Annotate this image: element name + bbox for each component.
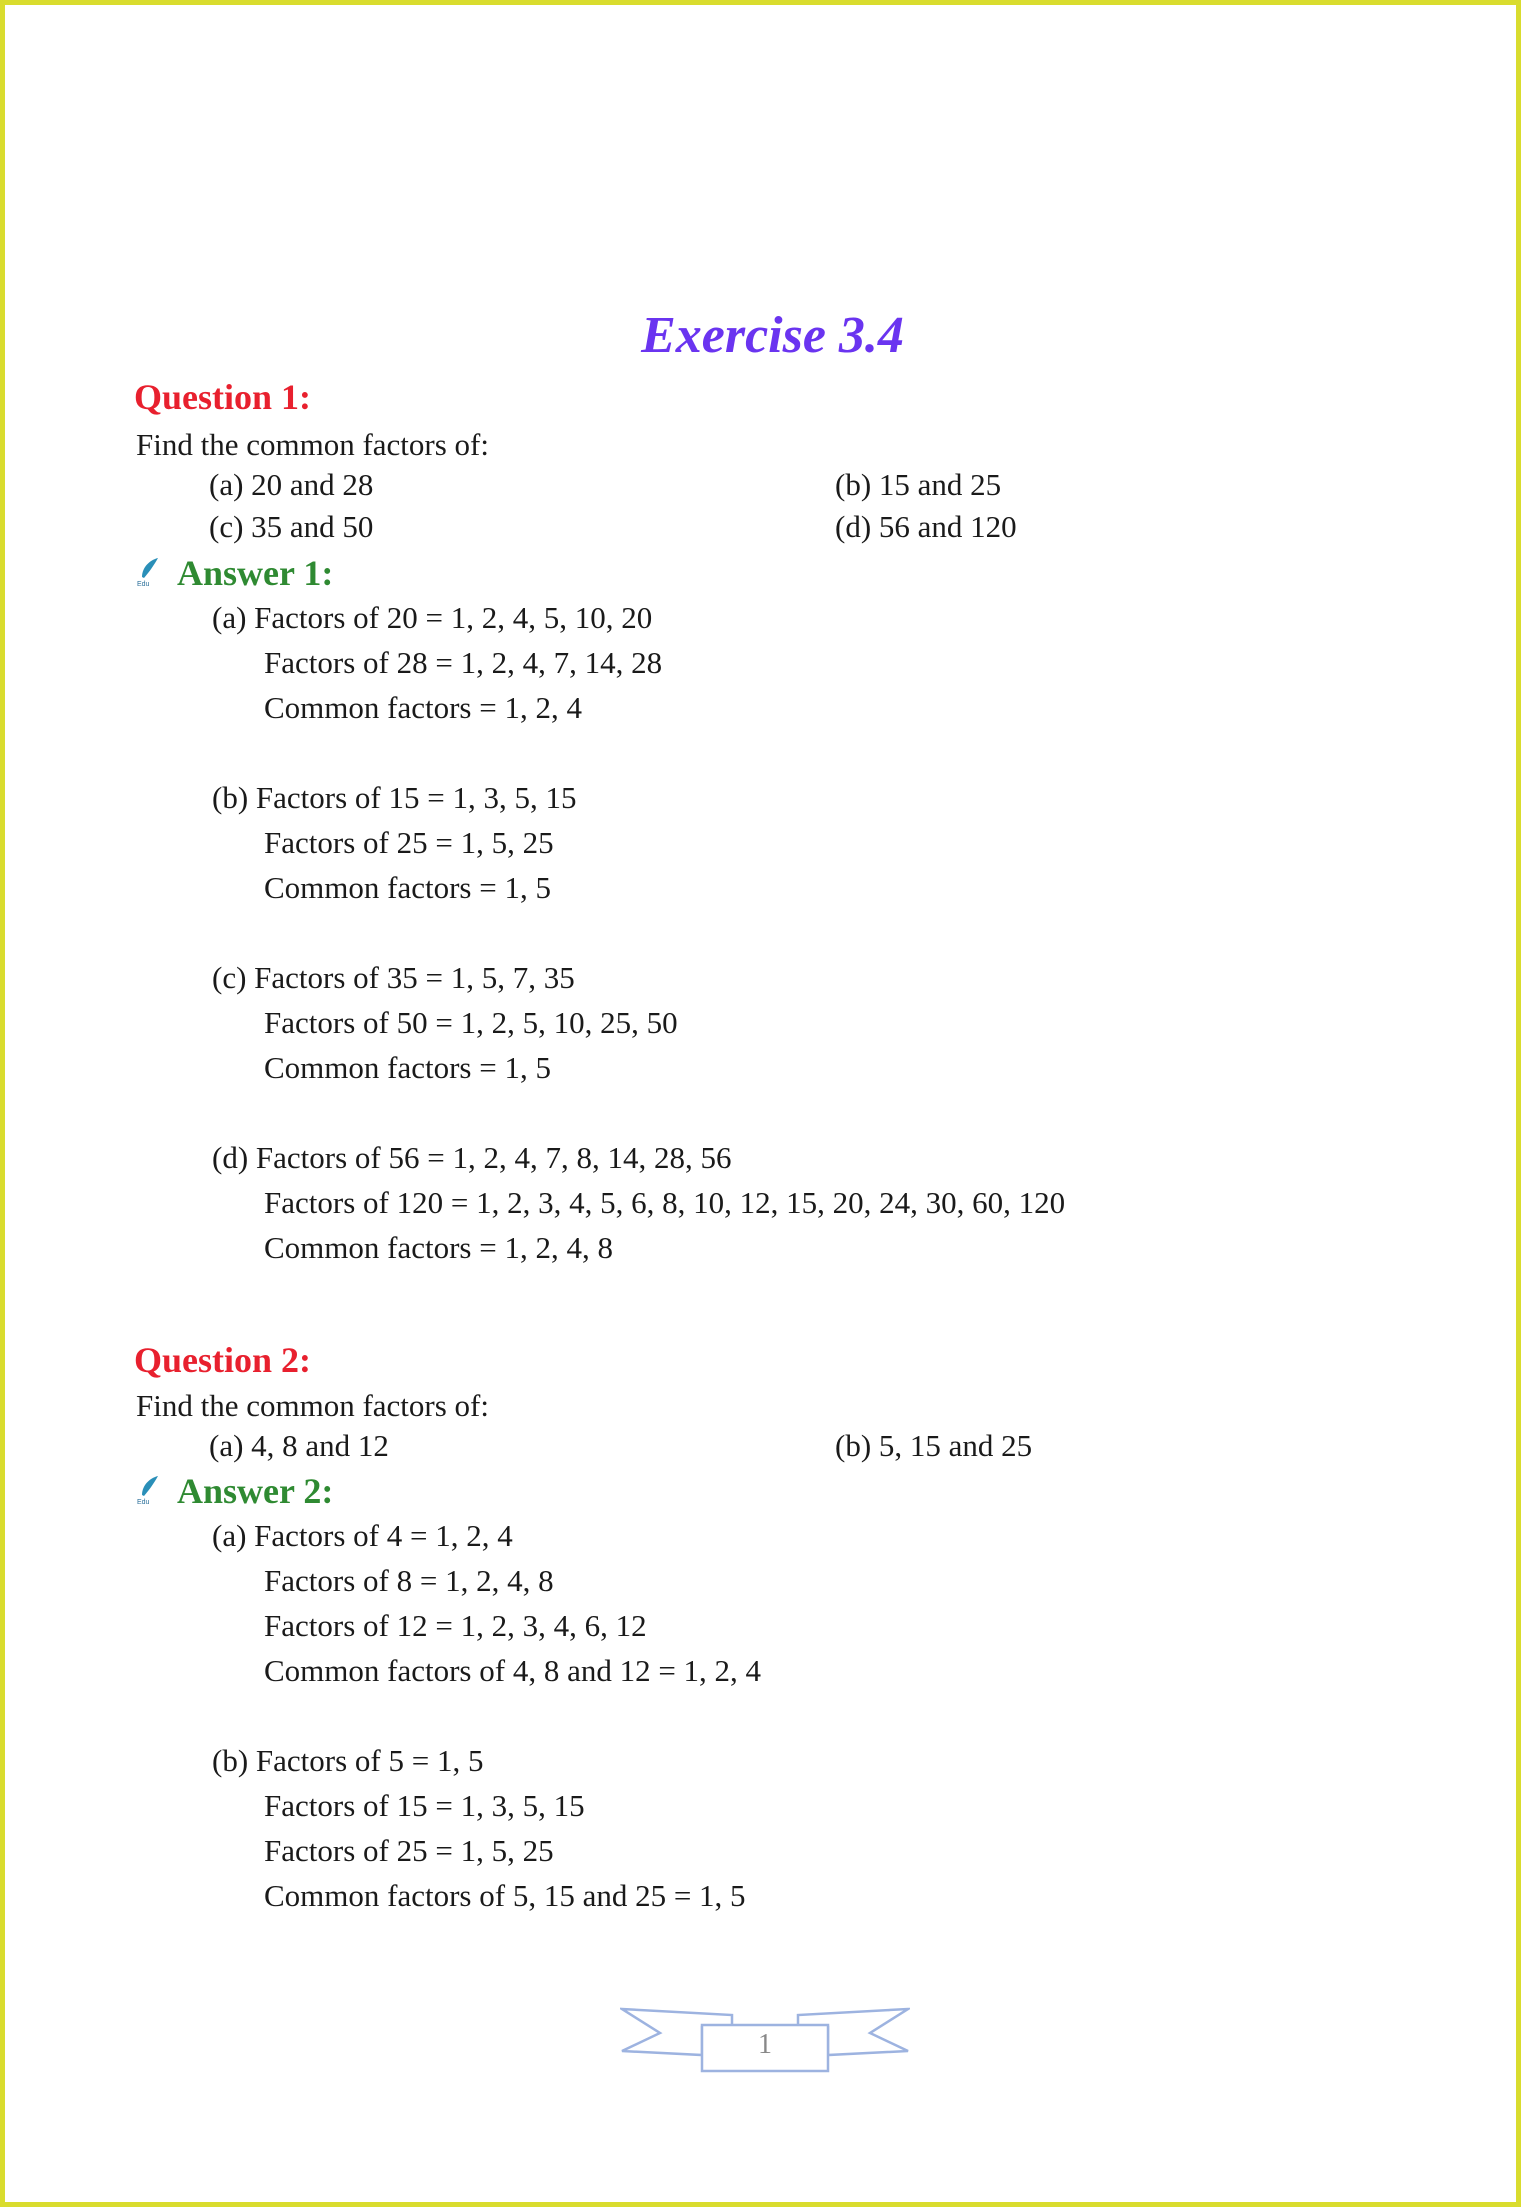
answer-line: Common factors = 1, 5 bbox=[264, 870, 551, 905]
svg-text:Edu: Edu bbox=[137, 581, 150, 587]
answer-line: Factors of 12 = 1, 2, 3, 4, 6, 12 bbox=[264, 1608, 647, 1643]
answer-line: Factors of 15 = 1, 3, 5, 15 bbox=[264, 1788, 585, 1823]
answer-line: (c) Factors of 35 = 1, 5, 7, 35 bbox=[212, 960, 575, 995]
answer-line: Factors of 28 = 1, 2, 4, 7, 14, 28 bbox=[264, 645, 663, 680]
page-title: Exercise 3.4 bbox=[641, 307, 904, 364]
answer-line: (d) Factors of 56 = 1, 2, 4, 7, 8, 14, 2… bbox=[212, 1140, 732, 1175]
page-number: 1 bbox=[758, 2029, 772, 2060]
answer-line: (b) Factors of 5 = 1, 5 bbox=[212, 1743, 484, 1778]
answer-line: (a) Factors of 20 = 1, 2, 4, 5, 10, 20 bbox=[212, 600, 653, 635]
page-number-ribbon: 1 bbox=[617, 1993, 913, 2077]
answer-line: Common factors of 5, 15 and 25 = 1, 5 bbox=[264, 1878, 746, 1913]
answer-line: Common factors = 1, 2, 4 bbox=[264, 690, 582, 725]
ribbon-banner-icon bbox=[617, 2007, 913, 2073]
answer-line: Factors of 25 = 1, 5, 25 bbox=[264, 1833, 554, 1868]
answer-line: Factors of 8 = 1, 2, 4, 8 bbox=[264, 1563, 554, 1598]
answer-line: Common factors of 4, 8 and 12 = 1, 2, 4 bbox=[264, 1653, 762, 1688]
quill-pen-icon: Edu bbox=[137, 1476, 158, 1505]
question-1-part-a: (a) 20 and 28 bbox=[209, 467, 374, 502]
answer-line: Factors of 25 = 1, 5, 25 bbox=[264, 825, 554, 860]
question-1-part-d: (d) 56 and 120 bbox=[835, 509, 1017, 544]
quill-pen-icon: Edu bbox=[137, 558, 158, 587]
question-1-part-b: (b) 15 and 25 bbox=[835, 467, 1002, 502]
question-1-prompt: Find the common factors of: bbox=[136, 427, 489, 462]
question-2-part-a: (a) 4, 8 and 12 bbox=[209, 1428, 389, 1463]
answer-1-heading: Answer 1: bbox=[177, 553, 334, 593]
question-2-prompt: Find the common factors of: bbox=[136, 1388, 489, 1423]
answer-line: Factors of 50 = 1, 2, 5, 10, 25, 50 bbox=[264, 1005, 678, 1040]
answer-line: Common factors = 1, 5 bbox=[264, 1050, 551, 1085]
answer-line: (b) Factors of 15 = 1, 3, 5, 15 bbox=[212, 780, 577, 815]
question-2-heading: Question 2: bbox=[134, 1340, 312, 1380]
answer-line: Common factors = 1, 2, 4, 8 bbox=[264, 1230, 613, 1265]
svg-text:Edu: Edu bbox=[137, 1499, 150, 1505]
question-1-part-c: (c) 35 and 50 bbox=[209, 509, 374, 544]
answer-line: (a) Factors of 4 = 1, 2, 4 bbox=[212, 1518, 513, 1553]
question-1-heading: Question 1: bbox=[134, 377, 312, 417]
answer-line: Factors of 120 = 1, 2, 3, 4, 5, 6, 8, 10… bbox=[264, 1185, 1066, 1220]
answer-2-heading: Answer 2: bbox=[177, 1471, 334, 1511]
question-2-part-b: (b) 5, 15 and 25 bbox=[835, 1428, 1033, 1463]
